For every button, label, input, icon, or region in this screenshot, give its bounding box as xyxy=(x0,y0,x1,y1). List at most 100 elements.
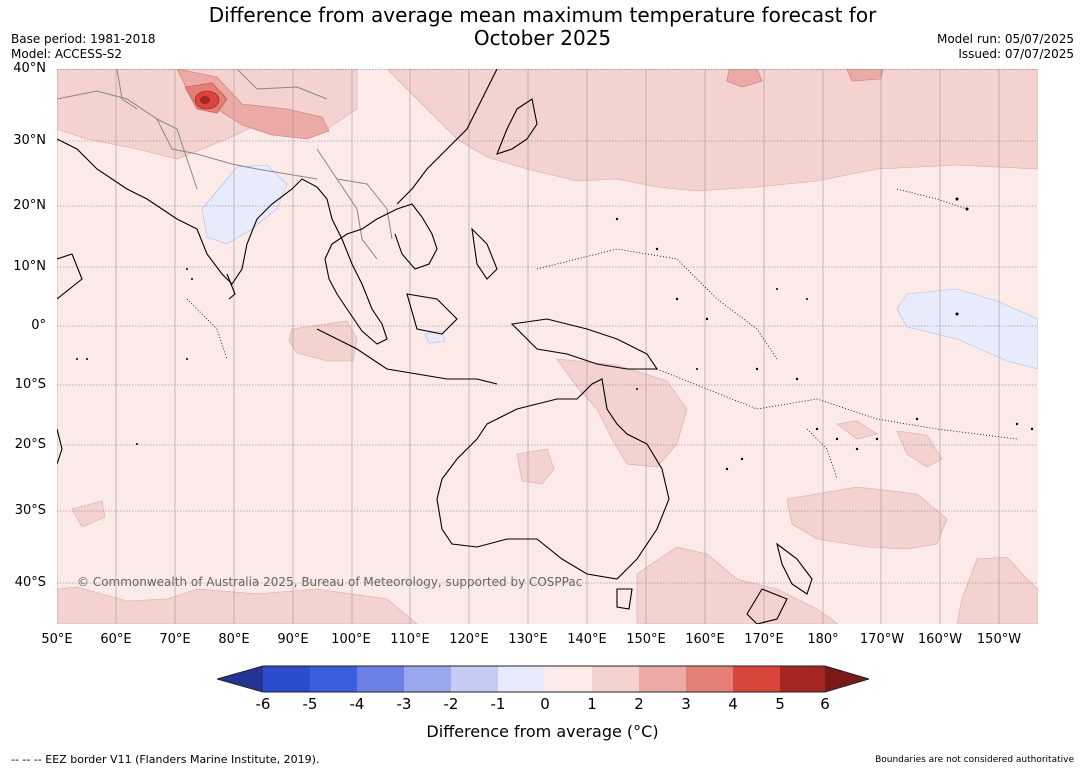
run-info: Model run: 05/07/2025 Issued: 07/07/2025 xyxy=(937,32,1074,62)
base-period: Base period: 1981-2018 xyxy=(11,32,156,46)
colorbar-tick-label: 4 xyxy=(728,695,738,713)
colorbar-segment xyxy=(639,666,686,692)
eez-borders xyxy=(186,188,1018,480)
lat-label: 10°N xyxy=(13,259,46,274)
model-info: Base period: 1981-2018 Model: ACCESS-S2 xyxy=(11,32,156,62)
country-borders xyxy=(57,69,393,260)
colorbar-segment xyxy=(498,666,545,692)
africa-east-coast xyxy=(57,428,63,465)
boundaries-disclaimer: Boundaries are not considered authoritat… xyxy=(875,755,1074,765)
asia-south-coast xyxy=(57,138,438,345)
lat-label: 30°S xyxy=(14,503,46,518)
philippines xyxy=(471,227,498,280)
lon-label: 80°E xyxy=(218,632,250,647)
china-east-coast xyxy=(396,69,498,205)
colorbar-segment xyxy=(357,666,404,692)
colorbar-tick-label: -2 xyxy=(443,695,459,713)
colorbar-outline xyxy=(217,665,869,693)
southeast-pacific-warm-region xyxy=(956,556,1038,624)
tasman-warm-region xyxy=(636,546,839,624)
japan-korea-islands xyxy=(496,98,538,155)
anomaly-5to6-regions xyxy=(200,96,210,104)
new-zealand-north xyxy=(776,542,813,595)
coastlines xyxy=(57,69,813,624)
anomaly-cool-regions xyxy=(201,164,1038,370)
model-run: Model run: 05/07/2025 xyxy=(936,32,1074,46)
lon-label: 150°E xyxy=(626,632,666,647)
colorbar-tick-label: 3 xyxy=(681,695,691,713)
colorbar-tick-label: -1 xyxy=(490,695,506,713)
colorbar-tick-label: -5 xyxy=(302,695,318,713)
south-pacific-warm-patch-2 xyxy=(896,430,943,468)
himalaya-warm-region xyxy=(57,69,358,160)
north-pacific-warm-region xyxy=(386,69,1038,192)
lon-label: 120°E xyxy=(449,632,489,647)
lon-label: 90°E xyxy=(277,632,309,647)
lon-label: 130°E xyxy=(508,632,548,647)
borneo xyxy=(406,293,458,335)
australia-interior-warm-patch xyxy=(516,448,555,485)
colorbar-tick-label: -6 xyxy=(255,695,271,713)
indonesia-java-chain xyxy=(316,328,498,385)
colorbar-segment xyxy=(263,666,310,692)
lon-label: 160°E xyxy=(685,632,725,647)
colorbar-segment xyxy=(686,666,733,692)
sri-lanka xyxy=(226,273,236,300)
south-pacific-warm-patch-1 xyxy=(836,420,878,440)
lat-label: 40°S xyxy=(14,575,46,590)
southern-ocean-warm-region xyxy=(57,586,418,624)
lon-label: 170°E xyxy=(744,632,784,647)
colorbar-tick-label: -4 xyxy=(349,695,365,713)
lat-label: 0° xyxy=(31,318,46,333)
lon-label: 140°E xyxy=(567,632,607,647)
lon-label: 160°W xyxy=(917,632,963,647)
eez-legend-note: -- -- -- EEZ border V11 (Flanders Marine… xyxy=(11,753,320,766)
chart-title: Difference from average mean maximum tem… xyxy=(0,4,1085,50)
lon-label: 70°E xyxy=(159,632,191,647)
australia-coast xyxy=(436,378,670,580)
colorbar-segment xyxy=(780,666,825,692)
lon-label: 170°W xyxy=(859,632,905,647)
colorbar-tick-label: 2 xyxy=(634,695,644,713)
colorbar-extend-low xyxy=(217,666,263,692)
colorbar-segment xyxy=(404,666,451,692)
colorbar-tick-label: 5 xyxy=(775,695,785,713)
map-svg xyxy=(57,69,1038,624)
longitude-gridlines xyxy=(57,69,1000,624)
lon-label: 180° xyxy=(807,632,839,647)
title-line-1: Difference from average mean maximum tem… xyxy=(208,3,877,27)
pacific-islands xyxy=(76,197,1034,471)
map-panel xyxy=(57,69,1038,624)
south-pacific-warm-region xyxy=(786,486,948,550)
north-pacific-warm-patch-b xyxy=(846,69,884,82)
himalaya-core-hotspot xyxy=(200,96,210,104)
issued-date: Issued: 07/07/2025 xyxy=(958,47,1074,61)
lat-label: 20°N xyxy=(13,198,46,213)
lat-label: 10°S xyxy=(14,377,46,392)
central-pacific-cool-region xyxy=(896,288,1038,370)
lon-label: 100°E xyxy=(331,632,371,647)
colorbar-segment xyxy=(310,666,357,692)
colorbar-segment xyxy=(592,666,639,692)
lon-label: 150°W xyxy=(976,632,1022,647)
copyright-notice: © Commonwealth of Australia 2025, Bureau… xyxy=(77,575,583,589)
model-name: Model: ACCESS-S2 xyxy=(11,47,123,61)
colorbar-title: Difference from average (°C) xyxy=(426,722,659,741)
lon-label: 60°E xyxy=(100,632,132,647)
colorbar-segment xyxy=(545,666,592,692)
colorbar-segment xyxy=(451,666,498,692)
lat-label: 30°N xyxy=(13,133,46,148)
southern-indian-warm-patch xyxy=(71,500,106,528)
colorbar-segment xyxy=(733,666,780,692)
colorbar-tick-label: 1 xyxy=(587,695,597,713)
india-cool-region xyxy=(201,164,288,245)
colorbar-tick-label: 0 xyxy=(540,695,550,713)
colorbar-tick-label: -3 xyxy=(396,695,412,713)
colorbar xyxy=(217,665,869,693)
indian-ocean-warm-patch xyxy=(288,320,358,362)
lat-label: 40°N xyxy=(13,61,46,76)
horn-of-africa xyxy=(57,253,83,300)
colorbar-extend-high xyxy=(825,666,869,692)
new-zealand-south xyxy=(746,588,788,624)
title-line-2: October 2025 xyxy=(473,26,612,50)
